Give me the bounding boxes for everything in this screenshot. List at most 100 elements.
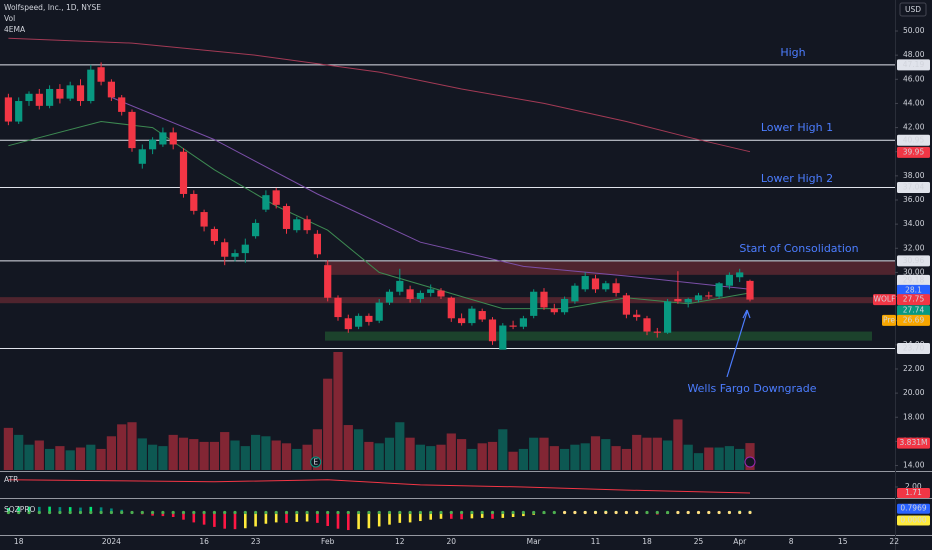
squeeze-dot: [738, 510, 742, 515]
volume-bar: [127, 422, 137, 470]
momentum-bar: [326, 512, 329, 526]
candle-body: [664, 301, 672, 333]
volume-bar: [24, 444, 34, 470]
x-tick-label: 15: [838, 537, 848, 546]
squeeze-dot: [655, 510, 659, 515]
momentum-bar: [398, 512, 402, 523]
squeeze-dot: [511, 510, 515, 515]
volume-bar: [673, 419, 683, 470]
ema-line: [8, 37, 751, 153]
x-tick-label: Mar: [527, 537, 542, 546]
price-tag-prefix-box: [882, 314, 896, 326]
volume-bar: [343, 425, 353, 470]
price-tag-label: 29.18: [903, 275, 925, 284]
momentum-bar: [470, 512, 474, 519]
price-tag-label: 28.1: [905, 285, 922, 294]
candle-body: [66, 85, 74, 99]
candle-body: [540, 291, 548, 308]
earnings-icon: [310, 456, 322, 468]
level-tag: [897, 181, 930, 193]
volume-bar: [663, 440, 673, 470]
volume-bar: [580, 443, 590, 470]
candle-body: [643, 318, 651, 332]
volume-label: Vol: [4, 14, 15, 23]
volume-tag-label: 3.831M: [900, 438, 928, 447]
volume-bar: [446, 433, 456, 470]
candle-body: [149, 139, 157, 150]
price-tag: [897, 305, 930, 317]
squeeze-dot: [315, 510, 319, 515]
candle-body: [107, 81, 115, 98]
volume-bar: [508, 451, 518, 470]
price-tag-label: 26.69: [903, 315, 925, 324]
candle-body: [602, 283, 610, 290]
momentum-bar: [419, 512, 422, 522]
y-tick-label: 46.00: [903, 74, 925, 83]
momentum-bar: [99, 507, 103, 513]
squeeze-dot: [161, 510, 165, 515]
candle-body: [252, 222, 260, 237]
momentum-bar: [254, 512, 257, 527]
squeeze-dot: [367, 510, 371, 515]
volume-bar: [374, 443, 384, 470]
volume-bar: [292, 448, 302, 470]
atr-tick-label: 2.00: [905, 482, 922, 491]
momentum-bar: [213, 512, 216, 527]
x-tick-label: 20: [447, 537, 457, 546]
momentum-bar: [460, 512, 463, 520]
x-tick-label: 18: [14, 537, 24, 546]
momentum-bar: [357, 512, 360, 530]
squeeze-dot: [99, 510, 103, 515]
volume-bar: [498, 429, 508, 470]
volume-bar: [529, 437, 539, 470]
volume-bar: [271, 440, 281, 470]
volume-bar: [333, 352, 343, 470]
candle-body: [581, 276, 589, 290]
annotation: High: [780, 46, 805, 59]
momentum-bar: [316, 512, 319, 523]
y-tick-label: 14.00: [903, 461, 925, 470]
volume-bar: [570, 444, 580, 470]
currency-box[interactable]: [899, 2, 927, 17]
price-tag: [897, 274, 930, 286]
volume-bar: [395, 422, 405, 470]
squeeze-dot: [686, 510, 690, 515]
volume-bar: [209, 441, 219, 470]
x-tick-label: 16: [199, 537, 209, 546]
y-tick-label: 50.00: [903, 26, 925, 35]
squeeze-dot: [192, 510, 196, 515]
volume-bar: [467, 448, 477, 470]
momentum-bar: [264, 512, 268, 524]
squeeze-dot: [140, 510, 144, 515]
candle-body: [612, 283, 620, 293]
level-tag-label: 23.70: [903, 343, 925, 352]
volume-bar: [426, 446, 436, 470]
squeeze-dot: [181, 510, 186, 515]
momentum-bar: [233, 512, 237, 530]
candle-body: [416, 292, 424, 299]
squeeze-dot: [521, 510, 526, 515]
currency[interactable]: USD: [905, 5, 921, 14]
candle-body: [334, 297, 342, 318]
zone: [325, 261, 895, 275]
momentum-bar: [223, 512, 226, 529]
arrow: [726, 311, 748, 378]
volume-bar: [642, 437, 652, 470]
candle-body: [76, 85, 85, 102]
squeeze-dot: [171, 510, 175, 515]
atr-tag-label: 1.71: [905, 488, 922, 497]
volume-bar: [539, 437, 549, 470]
momentum-bar: [192, 512, 196, 523]
candle-body: [385, 291, 394, 303]
volume-bar: [65, 450, 75, 470]
volume-bar: [75, 447, 86, 470]
candle-body: [35, 93, 43, 106]
squeeze-dot: [295, 510, 299, 515]
momentum-bar: [408, 512, 412, 523]
momentum-bar: [17, 507, 20, 513]
candle-body: [293, 219, 301, 231]
volume-bar: [45, 448, 55, 470]
squeeze-dot: [573, 510, 577, 515]
candle-body: [190, 193, 198, 211]
volume-bar: [240, 446, 250, 470]
